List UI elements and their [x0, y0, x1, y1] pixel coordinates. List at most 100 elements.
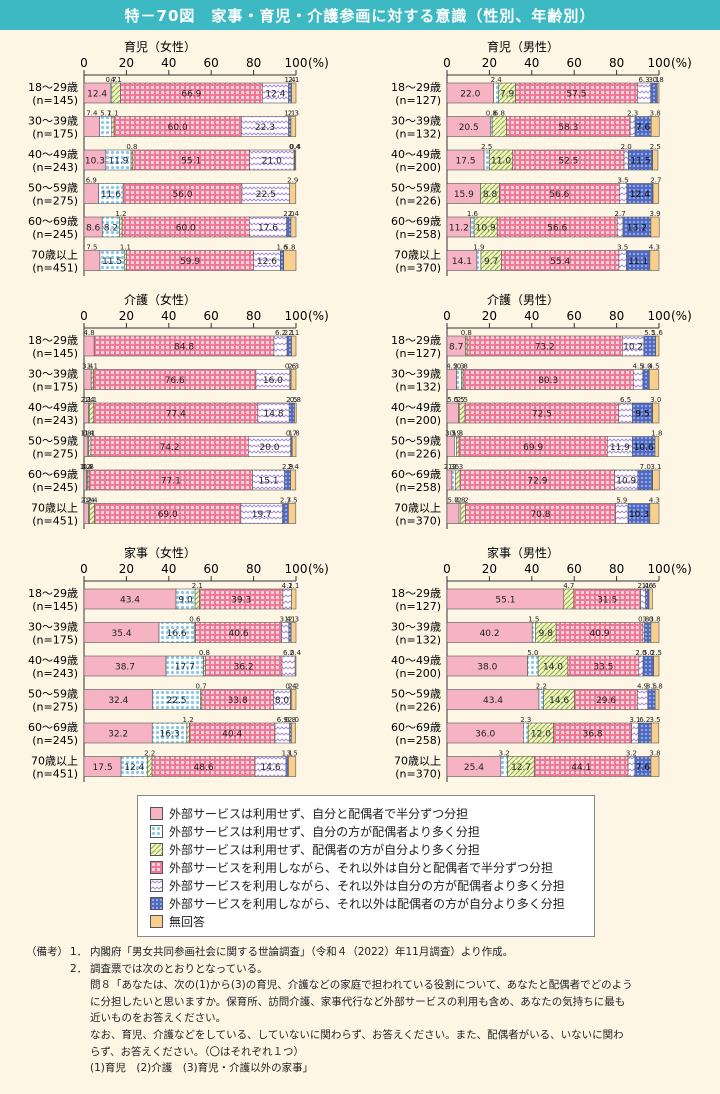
category-label: 18～29歳 — [391, 334, 441, 347]
legend-label: 外部サービスを利用しながら、それ以外は自分の方が配偶者より多く分担 — [169, 878, 565, 893]
category-label: 70歳以上 — [31, 249, 78, 262]
bar-segment — [123, 250, 127, 271]
legend-item: 外部サービスを利用しながら、それ以外は配偶者の方が自分より多く分担 — [150, 894, 565, 912]
data-label: 1.1 — [107, 110, 118, 118]
bar-segment — [291, 335, 297, 357]
data-label: 11.0 — [491, 157, 511, 167]
category-n: (n=370) — [395, 515, 441, 528]
data-label: 3.5 — [617, 177, 628, 185]
data-label: 0.6 — [285, 363, 297, 371]
category-n: (n=243) — [32, 667, 78, 680]
data-label: 3.5 — [445, 430, 456, 438]
data-label: 12.4 — [265, 90, 285, 100]
data-label: 17.6 — [258, 224, 278, 234]
category-label: 40～49歳 — [28, 401, 78, 414]
tick-label: 80 — [246, 309, 261, 323]
data-label: 14.0 — [543, 663, 563, 673]
data-label: 6.8 — [494, 110, 505, 118]
data-label: 0.4 — [290, 649, 302, 657]
data-label: 39.3 — [231, 596, 251, 606]
bar-segment — [460, 503, 466, 524]
data-label: 0.4 — [290, 143, 302, 151]
tick-label: 0 — [80, 309, 88, 323]
bar-segment — [446, 436, 455, 457]
data-label: 66.9 — [181, 90, 201, 100]
bar-segment — [99, 116, 113, 137]
bar-segment — [83, 503, 89, 524]
bar-segment — [290, 369, 297, 390]
data-label: 77.1 — [161, 477, 181, 487]
tick-label: 100 — [648, 56, 671, 70]
data-label: 2.5 — [650, 143, 661, 151]
data-label: 5.0 — [527, 649, 538, 657]
data-label: 0.8 — [486, 110, 497, 118]
data-label: 2.0 — [635, 649, 646, 657]
data-label: 40.2 — [480, 629, 500, 639]
bar-segment — [273, 335, 288, 357]
data-label: 43.4 — [483, 696, 503, 706]
category-label: 50～59歳 — [28, 688, 78, 701]
bar-segment — [652, 402, 660, 424]
bar-segment — [651, 722, 660, 744]
category-label: 60～69歳 — [28, 468, 78, 481]
data-label: 1.4 — [284, 76, 296, 84]
data-label: 22.5 — [256, 190, 276, 200]
tick-label: 60 — [567, 309, 582, 323]
category-label: 18～29歳 — [28, 81, 78, 94]
data-label: 33.5 — [593, 663, 613, 673]
category-n: (n=451) — [32, 768, 78, 781]
tick-label: 40 — [524, 309, 539, 323]
data-label: 10.3 — [85, 157, 105, 167]
data-label: 7.6 — [636, 123, 651, 133]
category-label: 40～49歳 — [391, 148, 441, 161]
axis-unit: (%) — [671, 562, 692, 576]
data-label: 69.9 — [523, 443, 543, 453]
note-text: 問８「あなたは、次の(1)から(3)の育児、介護などの家庭で担われている役割につ… — [90, 979, 633, 992]
data-label: 70.8 — [530, 510, 550, 520]
bar-segment — [654, 436, 660, 457]
chart-panel: 介護（男性） 0 20 40 60 80 100 (%) 18～29歳(n=127) 8.7 0.8… — [391, 292, 692, 529]
data-label: 40.4 — [222, 730, 242, 740]
data-label: 9.5 — [635, 410, 649, 420]
bar-segment — [650, 116, 660, 137]
data-label: 56.6 — [547, 224, 567, 234]
bar-segment — [83, 402, 89, 424]
category-n: (n=132) — [395, 634, 441, 647]
legend-label: 外部サービスは利用せず、配偶者の方が自分より多く分担 — [169, 842, 480, 857]
data-label: 80.3 — [538, 376, 558, 386]
legend-label: 外部サービスは利用せず、自分と配偶者で半分ずつ分担 — [169, 806, 469, 821]
note-text: 内閣府「男女共同参画社会に関する世論調査」（令和４（2022）年11月調査）より… — [90, 946, 514, 958]
data-label: 3.2 — [499, 750, 510, 758]
data-label: 13.2 — [627, 224, 647, 234]
bar-segment — [83, 436, 89, 457]
category-label: 30～39歳 — [391, 621, 441, 634]
tick-label: 20 — [119, 309, 134, 323]
data-label: 7.6 — [636, 763, 651, 773]
bar-segment — [645, 588, 650, 610]
data-label: 2.1 — [284, 329, 295, 337]
charts-canvas: 育児（女性）0 20 40 60 80 100 (%)18～29歳(n=145) 12.40.… — [28, 39, 692, 782]
bar-segment — [637, 689, 649, 710]
axis-unit: (%) — [671, 56, 692, 70]
tick-label: 60 — [204, 309, 219, 323]
data-label: 10.6 — [634, 443, 654, 453]
bar-segment — [119, 216, 123, 238]
data-label: 2.4 — [86, 497, 98, 505]
category-label: 30～39歳 — [28, 621, 78, 634]
bar-segment — [649, 250, 660, 271]
legend-label: 外部サービスを利用しながら、それ以外は自分と配偶者で半分ずつ分担 — [169, 860, 554, 875]
data-label: 3.5 — [646, 683, 657, 691]
data-label: 3.1 — [629, 716, 640, 724]
bar-segment — [288, 116, 292, 137]
data-label: 12.4 — [87, 90, 107, 100]
category-label: 70歳以上 — [31, 502, 78, 515]
data-label: 36.0 — [475, 730, 495, 740]
data-label: 3.5 — [287, 497, 298, 505]
data-label: 1.1 — [282, 750, 293, 758]
bar-segment — [286, 216, 292, 238]
category-label: 70歳以上 — [394, 249, 441, 262]
data-label: 2.3 — [288, 363, 299, 371]
data-label: 2.3 — [453, 363, 464, 371]
category-label: 40～49歳 — [391, 654, 441, 667]
data-label: 1.8 — [652, 683, 663, 691]
